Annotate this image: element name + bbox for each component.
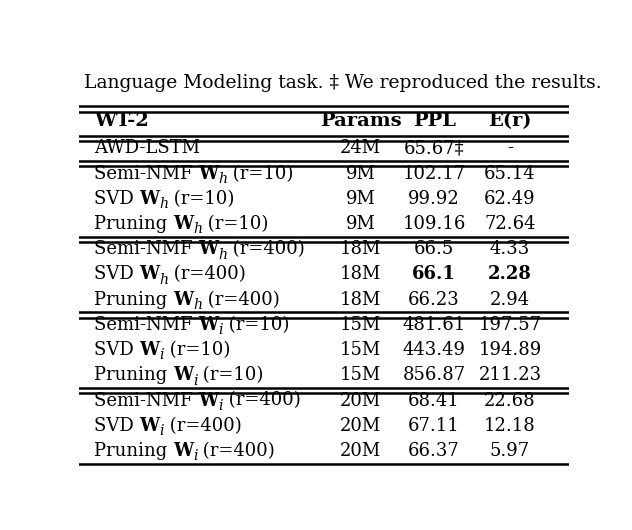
Text: SVD: SVD bbox=[94, 341, 139, 359]
Text: W: W bbox=[173, 290, 193, 308]
Text: (r=400): (r=400) bbox=[169, 266, 246, 284]
Text: 66.37: 66.37 bbox=[408, 442, 460, 460]
Text: 18M: 18M bbox=[340, 290, 381, 308]
Text: h: h bbox=[218, 248, 228, 262]
Text: 481.61: 481.61 bbox=[403, 316, 466, 334]
Text: i: i bbox=[159, 348, 164, 363]
Text: WT-2: WT-2 bbox=[94, 112, 149, 130]
Text: Semi-NMF: Semi-NMF bbox=[94, 392, 198, 410]
Text: (r=400): (r=400) bbox=[164, 417, 241, 435]
Text: 22.68: 22.68 bbox=[484, 392, 536, 410]
Text: 443.49: 443.49 bbox=[403, 341, 466, 359]
Text: W: W bbox=[173, 442, 193, 460]
Text: (r=10): (r=10) bbox=[164, 341, 230, 359]
Text: 2.28: 2.28 bbox=[488, 266, 532, 284]
Text: PPL: PPL bbox=[413, 112, 456, 130]
Text: h: h bbox=[193, 223, 202, 236]
Text: 65.67‡: 65.67‡ bbox=[404, 139, 465, 157]
Text: 20M: 20M bbox=[340, 442, 381, 460]
Text: 66.23: 66.23 bbox=[408, 290, 460, 308]
Text: 211.23: 211.23 bbox=[478, 366, 542, 384]
Text: 9M: 9M bbox=[346, 190, 375, 208]
Text: (r=400): (r=400) bbox=[228, 240, 305, 258]
Text: Semi-NMF: Semi-NMF bbox=[94, 165, 198, 183]
Text: (r=10): (r=10) bbox=[228, 165, 294, 183]
Text: h: h bbox=[193, 298, 202, 312]
Text: (r=10): (r=10) bbox=[169, 190, 235, 208]
Text: 18M: 18M bbox=[340, 266, 381, 284]
Text: W: W bbox=[198, 240, 218, 258]
Text: 856.87: 856.87 bbox=[403, 366, 466, 384]
Text: 68.41: 68.41 bbox=[408, 392, 460, 410]
Text: 20M: 20M bbox=[340, 392, 381, 410]
Text: 197.57: 197.57 bbox=[478, 316, 542, 334]
Text: 5.97: 5.97 bbox=[490, 442, 530, 460]
Text: 2.94: 2.94 bbox=[490, 290, 530, 308]
Text: (r=10): (r=10) bbox=[197, 366, 264, 384]
Text: E(r): E(r) bbox=[489, 112, 532, 130]
Text: W: W bbox=[139, 341, 159, 359]
Text: 99.92: 99.92 bbox=[408, 190, 460, 208]
Text: SVD: SVD bbox=[94, 266, 139, 284]
Text: i: i bbox=[159, 424, 164, 438]
Text: W: W bbox=[198, 316, 218, 334]
Text: 15M: 15M bbox=[340, 366, 381, 384]
Text: 66.1: 66.1 bbox=[412, 266, 456, 284]
Text: Pruning: Pruning bbox=[94, 442, 173, 460]
Text: 9M: 9M bbox=[346, 165, 375, 183]
Text: i: i bbox=[193, 374, 197, 387]
Text: h: h bbox=[218, 172, 228, 186]
Text: 102.17: 102.17 bbox=[403, 165, 466, 183]
Text: W: W bbox=[139, 190, 159, 208]
Text: 9M: 9M bbox=[346, 215, 375, 233]
Text: W: W bbox=[198, 165, 218, 183]
Text: i: i bbox=[218, 323, 222, 337]
Text: i: i bbox=[218, 399, 222, 413]
Text: (r=400): (r=400) bbox=[197, 442, 275, 460]
Text: 15M: 15M bbox=[340, 341, 381, 359]
Text: 66.5: 66.5 bbox=[414, 240, 454, 258]
Text: (r=10): (r=10) bbox=[222, 316, 289, 334]
Text: Language Modeling task. ‡ We reproduced the results.: Language Modeling task. ‡ We reproduced … bbox=[84, 74, 602, 92]
Text: Pruning: Pruning bbox=[94, 290, 173, 308]
Text: 4.33: 4.33 bbox=[490, 240, 530, 258]
Text: h: h bbox=[159, 273, 169, 287]
Text: h: h bbox=[159, 197, 169, 211]
Text: Semi-NMF: Semi-NMF bbox=[94, 240, 198, 258]
Text: 20M: 20M bbox=[340, 417, 381, 435]
Text: 18M: 18M bbox=[340, 240, 381, 258]
Text: SVD: SVD bbox=[94, 190, 139, 208]
Text: 65.14: 65.14 bbox=[484, 165, 536, 183]
Text: W: W bbox=[198, 392, 218, 410]
Text: W: W bbox=[139, 417, 159, 435]
Text: 24M: 24M bbox=[340, 139, 381, 157]
Text: (r=400): (r=400) bbox=[222, 392, 300, 410]
Text: Params: Params bbox=[320, 112, 401, 130]
Text: W: W bbox=[173, 366, 193, 384]
Text: i: i bbox=[193, 449, 197, 463]
Text: -: - bbox=[507, 139, 513, 157]
Text: Semi-NMF: Semi-NMF bbox=[94, 316, 198, 334]
Text: W: W bbox=[139, 266, 159, 284]
Text: 67.11: 67.11 bbox=[408, 417, 460, 435]
Text: 194.89: 194.89 bbox=[478, 341, 542, 359]
Text: Pruning: Pruning bbox=[94, 366, 173, 384]
Text: (r=10): (r=10) bbox=[202, 215, 269, 233]
Text: 62.49: 62.49 bbox=[484, 190, 536, 208]
Text: W: W bbox=[173, 215, 193, 233]
Text: 12.18: 12.18 bbox=[484, 417, 536, 435]
Text: 72.64: 72.64 bbox=[484, 215, 536, 233]
Text: SVD: SVD bbox=[94, 417, 139, 435]
Text: (r=400): (r=400) bbox=[202, 290, 280, 308]
Text: 15M: 15M bbox=[340, 316, 381, 334]
Text: 109.16: 109.16 bbox=[403, 215, 466, 233]
Text: Pruning: Pruning bbox=[94, 215, 173, 233]
Text: AWD-LSTM: AWD-LSTM bbox=[94, 139, 200, 157]
